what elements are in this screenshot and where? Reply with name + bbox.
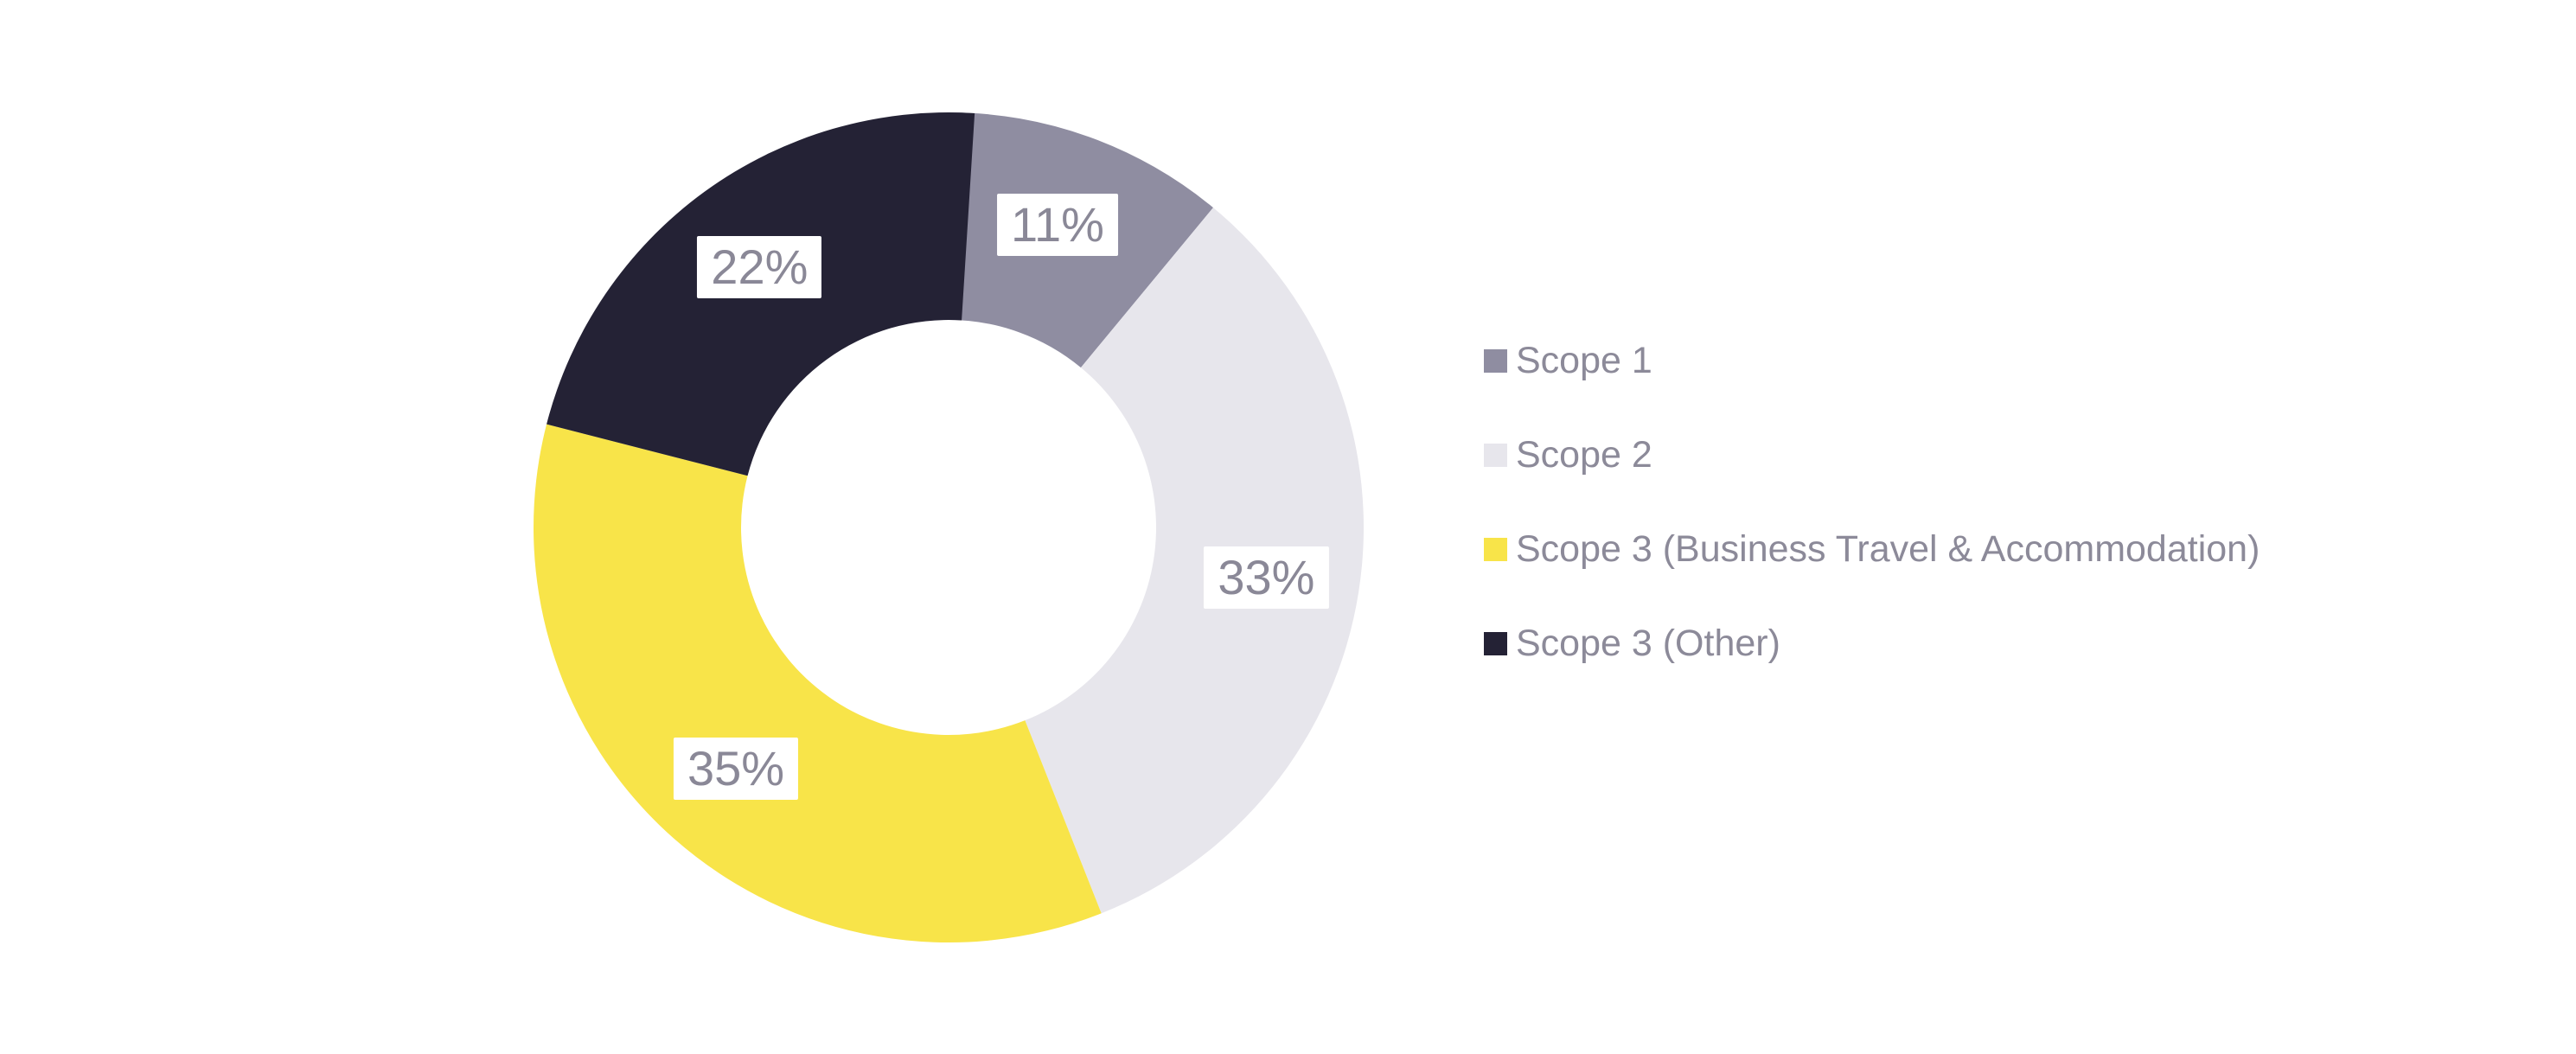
legend-label: Scope 3 (Other) xyxy=(1516,622,1780,664)
chart-legend: Scope 1 Scope 2 Scope 3 (Business Travel &… xyxy=(1484,342,2260,662)
legend-swatch-icon xyxy=(1484,537,1507,561)
slice-value-label-scope-3-other: 22% xyxy=(697,236,822,299)
slice-value-label-scope-2: 33% xyxy=(1204,546,1329,610)
legend-item-scope-3-other[interactable]: Scope 3 (Other) xyxy=(1484,624,2260,662)
legend-swatch-icon xyxy=(1484,631,1507,655)
legend-label: Scope 2 xyxy=(1516,433,1652,476)
legend-label: Scope 1 xyxy=(1516,339,1652,381)
pie-slice-scope-2[interactable] xyxy=(1025,208,1364,914)
legend-item-scope-3-business-travel-accommodation[interactable]: Scope 3 (Business Travel & Accommodation… xyxy=(1484,530,2260,568)
slice-value-label-scope-1: 11% xyxy=(997,193,1118,256)
slice-value-label-scope-3-business-travel-accommodation: 35% xyxy=(673,738,799,801)
legend-item-scope-1[interactable]: Scope 1 xyxy=(1484,342,2260,380)
legend-item-scope-2[interactable]: Scope 2 xyxy=(1484,436,2260,474)
legend-swatch-icon xyxy=(1484,443,1507,467)
pie-slice-scope-3-business-travel-accommodation[interactable] xyxy=(534,424,1102,942)
legend-label: Scope 3 (Business Travel & Accommodation… xyxy=(1516,527,2260,570)
legend-swatch-icon xyxy=(1484,348,1507,373)
